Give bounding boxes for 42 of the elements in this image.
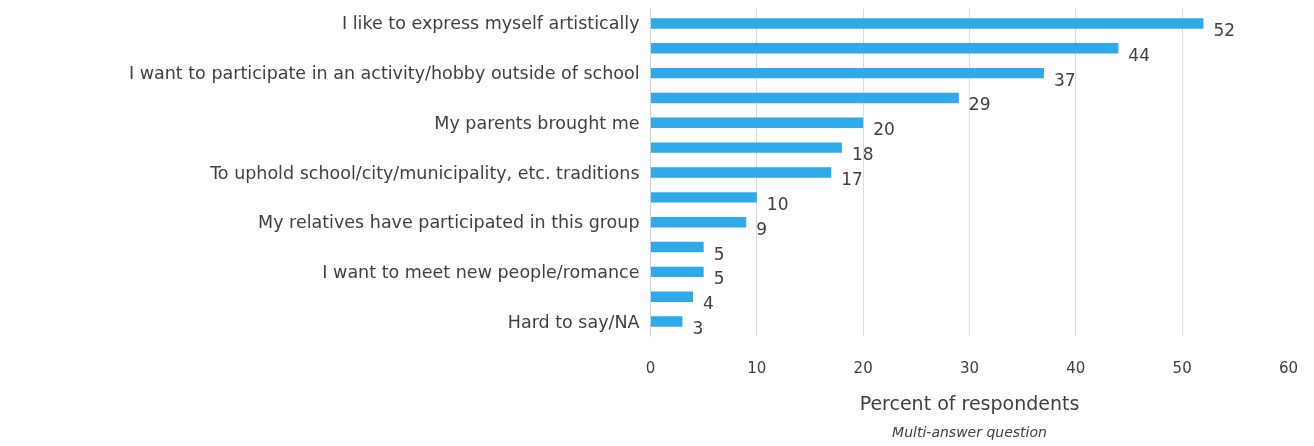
bar [650, 117, 864, 129]
x-tick-label: 10 [747, 358, 767, 377]
bar [650, 216, 747, 228]
x-axis-title: Percent of respondents [859, 391, 1080, 414]
x-tick-label: 30 [959, 358, 980, 377]
bar [650, 92, 959, 104]
bar [650, 43, 1119, 54]
data-label: 20 [873, 119, 895, 140]
data-label: 17 [841, 169, 863, 189]
bar [650, 241, 704, 253]
data-label: 44 [1128, 44, 1151, 65]
x-tick-label: 40 [1066, 358, 1086, 377]
y-tick-label: Hard to say/NA [507, 311, 640, 332]
bar [650, 142, 842, 153]
bar [650, 18, 1204, 29]
data-label: 4 [703, 293, 714, 314]
data-label: 29 [968, 94, 991, 115]
x-tick-label: 60 [1278, 358, 1299, 377]
x-tick-label: 50 [1172, 358, 1192, 377]
y-tick-label: My parents brought me [434, 112, 640, 133]
data-label: 18 [851, 144, 874, 165]
bar [650, 167, 832, 178]
data-label: 5 [713, 243, 725, 264]
bar [650, 316, 683, 327]
data-label: 9 [756, 218, 768, 239]
x-tick-label: 0 [645, 358, 656, 377]
data-label: 52 [1213, 19, 1236, 40]
x-tick-label: 20 [853, 358, 873, 377]
data-label: 37 [1053, 69, 1076, 90]
bar [650, 291, 694, 302]
y-tick-label: My relatives have participated in this group [258, 212, 640, 233]
data-label: 10 [766, 193, 789, 214]
bar [650, 266, 704, 278]
data-label: 3 [692, 318, 704, 339]
y-tick-label: I want to meet new people/romance [322, 261, 640, 282]
bar [650, 67, 1044, 79]
y-tick-label: I want to participate in an activity/hobby outside of school [128, 63, 640, 84]
text: Multi-answer question [892, 423, 1047, 440]
bar [650, 192, 757, 203]
data-label: 5 [713, 268, 725, 289]
y-tick-label: To uphold school/city/municipality, etc. traditions [209, 162, 640, 183]
y-tick-label: I like to express myself artistically [342, 13, 640, 34]
